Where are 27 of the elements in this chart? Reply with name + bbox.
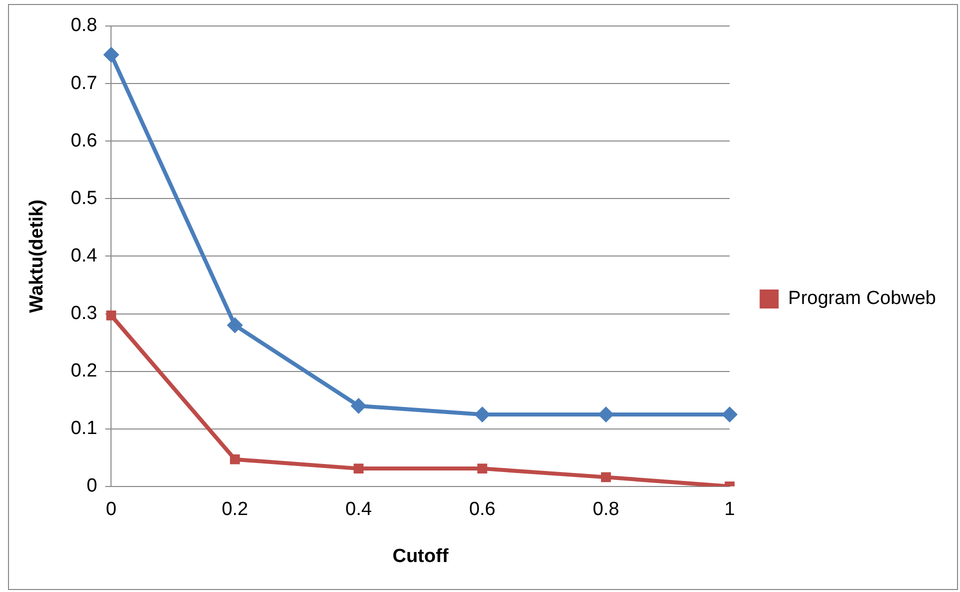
point [350, 398, 367, 414]
y-tick-label: 0.5 [70, 188, 98, 209]
y-tick-label: 0.1 [70, 418, 98, 440]
point [474, 406, 490, 422]
y-tick-label: 0 [86, 476, 98, 497]
x-tick-label: 0.8 [592, 499, 620, 520]
y-tick-label: 0.6 [70, 130, 98, 152]
point [226, 317, 243, 334]
point [601, 472, 611, 482]
x-tick-label: 0.6 [469, 499, 496, 520]
point [230, 454, 240, 464]
legend-label: Program Cobweb [788, 288, 936, 310]
point [477, 464, 488, 474]
x-axis-title: Cutoff [392, 546, 450, 567]
x-tick-label: 0.4 [345, 499, 372, 520]
y-tick-label: 0.8 [70, 15, 98, 36]
y-tick-label: 0.2 [70, 360, 98, 382]
point [354, 464, 364, 474]
y-tick-label: 0.7 [70, 72, 98, 94]
y-axis-title: Waktu(detik) [26, 200, 48, 313]
x-tick-label: 0.2 [222, 499, 248, 520]
point [722, 406, 738, 422]
point [103, 46, 120, 63]
x-tick-label: 1 [724, 499, 735, 520]
y-tick-label: 0.4 [70, 245, 98, 266]
x-tick-label: 0 [106, 499, 116, 520]
y-tick-label: 0.3 [70, 302, 98, 324]
